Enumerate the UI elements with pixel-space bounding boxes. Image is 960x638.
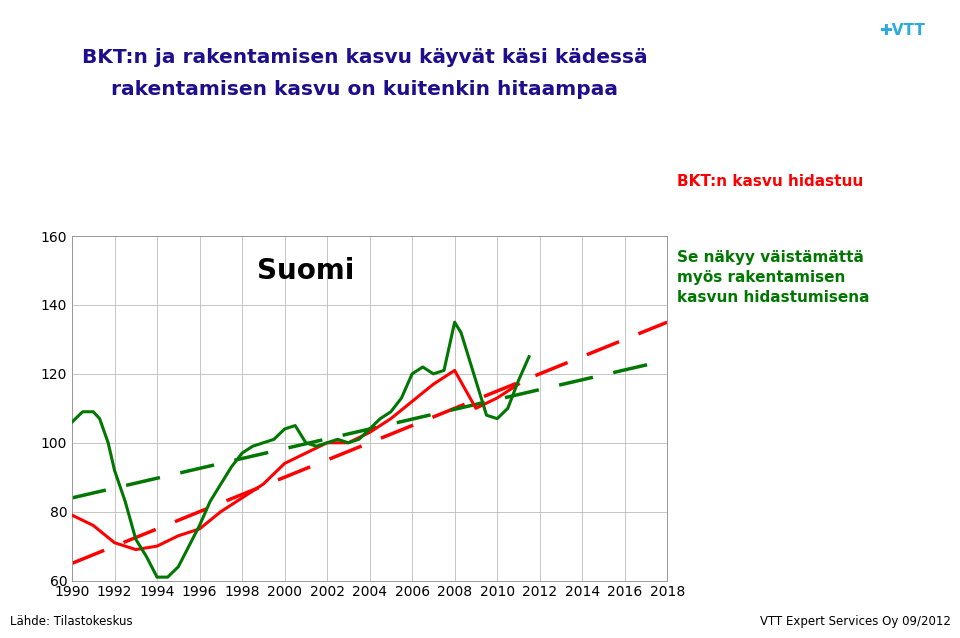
Text: Suomi: Suomi	[257, 256, 354, 285]
Text: Se näkyy väistämättä
myös rakentamisen
kasvun hidastumisena: Se näkyy väistämättä myös rakentamisen k…	[677, 250, 870, 305]
Text: VTT TECHNICAL RESEARCH CENTRE OF FINLAND: VTT TECHNICAL RESEARCH CENTRE OF FINLAND	[12, 22, 294, 33]
Text: rakentamisen kasvu on kuitenkin hitaampaa: rakentamisen kasvu on kuitenkin hitaampa…	[111, 80, 618, 99]
Text: ✚VTT: ✚VTT	[879, 23, 925, 38]
Text: VTT Expert Services Oy 09/2012: VTT Expert Services Oy 09/2012	[759, 616, 950, 628]
Text: Pekka Pajakkala  22.11.2012    9: Pekka Pajakkala 22.11.2012 9	[590, 22, 772, 33]
Text: BKT:n ja rakentamisen kasvu käyvät käsi kädessä: BKT:n ja rakentamisen kasvu käyvät käsi …	[82, 48, 648, 67]
Text: Lähde: Tilastokeskus: Lähde: Tilastokeskus	[10, 616, 132, 628]
Text: BKT:n kasvu hidastuu: BKT:n kasvu hidastuu	[677, 174, 863, 189]
